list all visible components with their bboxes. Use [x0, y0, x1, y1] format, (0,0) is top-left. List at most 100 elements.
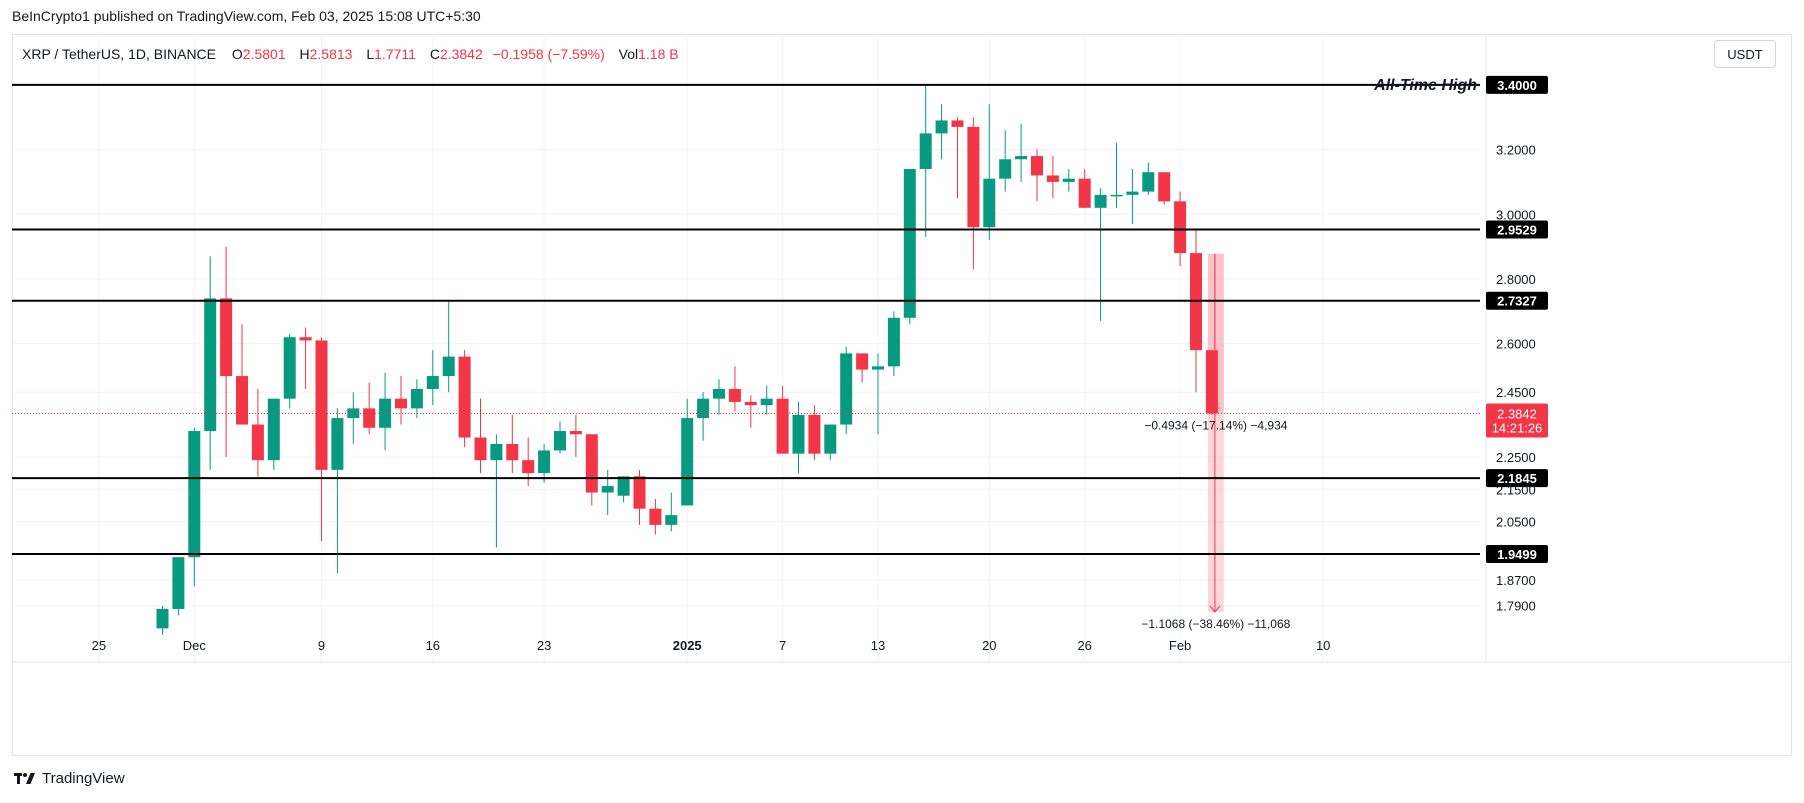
candle-body: [728, 388, 741, 402]
candle-body: [1142, 172, 1155, 192]
candle-body: [697, 398, 710, 419]
legend-volume-value: 1.18 B: [638, 46, 679, 62]
candle-body: [490, 443, 503, 461]
candle-body: [760, 398, 773, 406]
candle-body: [283, 337, 296, 399]
price-axis-tick: 2.4500: [1496, 385, 1536, 400]
measure-label: −1.1068 (−38.46%) −11,068: [1141, 617, 1290, 631]
candle-body: [506, 443, 519, 461]
candle-body: [1062, 178, 1075, 182]
candle-body: [713, 388, 725, 399]
price-axis-tick: 2.2500: [1496, 450, 1536, 465]
legend-symbol[interactable]: XRP / TetherUS, 1D, BINANCE: [22, 46, 216, 62]
candle-body: [1158, 172, 1171, 202]
legend-high-label: H: [299, 46, 310, 62]
candle-body: [1078, 178, 1091, 208]
candle-body: [617, 476, 630, 496]
tradingview-logo-icon: [14, 772, 35, 784]
candle-body: [395, 398, 407, 409]
time-axis-tick: 9: [318, 638, 325, 653]
candle-body: [426, 376, 439, 389]
candle-body: [442, 356, 455, 377]
symbol-legend: XRP / TetherUS, 1D, BINANCE O2.5801 H2.5…: [22, 46, 679, 62]
legend-high-value: 2.5813: [309, 46, 353, 62]
legend-low-label: L: [366, 46, 375, 62]
candle-body: [251, 424, 264, 461]
candle-body: [522, 460, 535, 474]
candle-body: [649, 508, 662, 525]
candle-body: [1205, 350, 1218, 414]
candle-body: [681, 418, 694, 506]
candle-body: [347, 408, 360, 419]
time-axis-tick: 13: [871, 638, 885, 653]
legend-low-value: 1.7711: [374, 46, 416, 62]
candle-body: [1015, 156, 1028, 160]
candle-body: [792, 414, 805, 454]
candle-body: [808, 414, 821, 454]
candle-body: [585, 434, 598, 493]
candle-body: [872, 366, 884, 370]
legend-open-value: 2.5801: [242, 46, 286, 62]
price-axis-tick: 3.0000: [1496, 207, 1536, 222]
candle-body: [331, 418, 344, 470]
legend-change: −0.1958 (−7.59%): [492, 46, 605, 62]
time-axis-tick: Feb: [1169, 638, 1191, 653]
time-axis-tick: 23: [537, 638, 551, 653]
price-axis-tick: 2.1500: [1496, 482, 1536, 497]
candle-body: [856, 353, 869, 370]
level-label: 1.9499: [1497, 547, 1537, 562]
level-label-bg: [1486, 291, 1548, 310]
candle-body: [824, 424, 837, 454]
time-axis-tick: 7: [779, 638, 786, 653]
candle-body: [1094, 194, 1107, 208]
legend-close-label: C: [429, 46, 440, 62]
level-label: 2.7327: [1497, 294, 1537, 309]
candle-body: [363, 408, 376, 428]
level-annotation: All-Time High: [1373, 77, 1477, 94]
tradingview-footer[interactable]: TradingView: [14, 770, 125, 787]
candle-body: [299, 337, 312, 341]
currency-button[interactable]: USDT: [1714, 40, 1776, 68]
candle-body: [267, 398, 280, 461]
candle-body: [204, 298, 217, 432]
candle-body: [188, 431, 201, 558]
level-label-bg: [1486, 75, 1548, 94]
candle-body: [474, 437, 487, 461]
tradingview-brand: TradingView: [42, 770, 125, 787]
time-axis-tick: 16: [426, 638, 440, 653]
price-axis-tick: 2.0500: [1496, 515, 1536, 530]
candle-body: [983, 178, 996, 228]
candle-body: [887, 317, 900, 367]
level-label-bg: [1486, 220, 1548, 239]
chart-frame: [12, 34, 1792, 756]
price-axis-tick: 3.2000: [1496, 143, 1536, 158]
time-axis-tick: 10: [1316, 638, 1330, 653]
candle-body: [172, 557, 185, 609]
candles: [156, 84, 1218, 635]
last-price-value: 2.3842: [1497, 406, 1537, 421]
candle-body: [569, 431, 582, 435]
time-axis-tick: 26: [1077, 638, 1091, 653]
candle-body: [665, 515, 678, 525]
price-axis-tick: 1.8700: [1496, 573, 1536, 588]
level-label: 3.4000: [1497, 78, 1537, 93]
candle-body: [744, 401, 757, 406]
candle-body: [1046, 175, 1059, 182]
candle-body: [776, 398, 789, 454]
measure-arrow-head: [1209, 605, 1221, 613]
candle-body: [919, 133, 932, 169]
time-axis-tick: 2025: [673, 638, 702, 653]
candle-body: [903, 168, 916, 318]
price-axis-tick: 2.8000: [1496, 272, 1536, 287]
candle-body: [410, 388, 423, 409]
level-label: 2.1845: [1497, 471, 1537, 486]
price-axis-tick: 1.7900: [1496, 599, 1536, 614]
candle-body: [220, 298, 233, 377]
candle-body: [1126, 191, 1139, 195]
candle-body: [840, 353, 853, 425]
candle-body: [156, 608, 169, 629]
candle-body: [236, 376, 248, 425]
legend-close-value: 2.3842: [439, 46, 483, 62]
candle-body: [1031, 156, 1043, 176]
